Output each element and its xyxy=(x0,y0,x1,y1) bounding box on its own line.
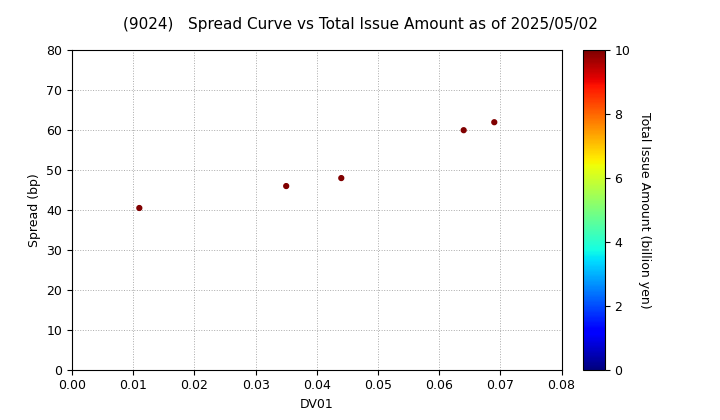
Y-axis label: Spread (bp): Spread (bp) xyxy=(28,173,41,247)
Point xyxy=(134,205,145,211)
Point xyxy=(281,183,292,189)
Point xyxy=(336,175,347,181)
Point xyxy=(458,127,469,134)
X-axis label: DV01: DV01 xyxy=(300,398,333,411)
Y-axis label: Total Issue Amount (billion yen): Total Issue Amount (billion yen) xyxy=(638,112,651,308)
Point xyxy=(489,119,500,126)
Text: (9024)   Spread Curve vs Total Issue Amount as of 2025/05/02: (9024) Spread Curve vs Total Issue Amoun… xyxy=(122,17,598,32)
